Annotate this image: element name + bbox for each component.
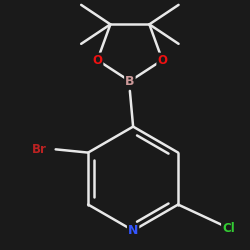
Text: Br: Br — [32, 143, 47, 156]
Text: N: N — [128, 224, 138, 237]
Text: O: O — [157, 54, 167, 66]
Text: Cl: Cl — [222, 222, 235, 235]
Text: B: B — [125, 75, 134, 88]
Text: O: O — [92, 54, 102, 66]
